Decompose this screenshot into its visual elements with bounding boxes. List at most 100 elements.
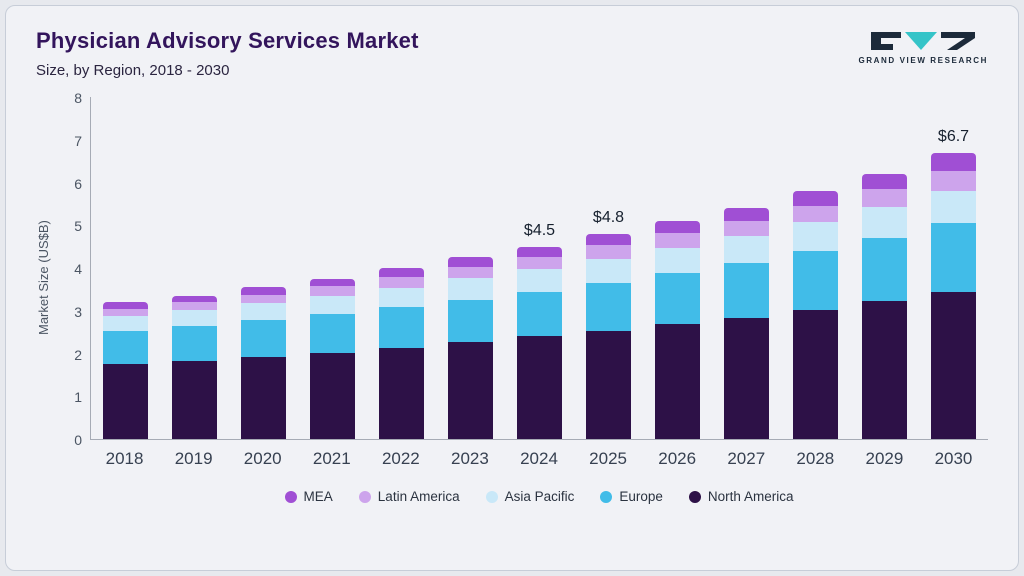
legend-label: MEA	[303, 489, 333, 504]
bar-annotation-2024: $4.5	[523, 221, 556, 239]
bar-slot-2021	[298, 97, 367, 439]
x-tick-label-2020: 2020	[243, 449, 282, 468]
bar-segment-north-america	[793, 309, 838, 439]
bar-stack-2023	[448, 257, 493, 439]
bar-segment-latin-america	[862, 189, 907, 207]
bar-segment-asia-pacific	[310, 295, 355, 315]
bar-stack-2027	[724, 208, 769, 439]
bar-slot-2018	[91, 97, 160, 439]
bar-segment-latin-america	[172, 302, 217, 310]
x-tick-label-2018: 2018	[105, 449, 144, 468]
x-tick-label-2029: 2029	[865, 449, 904, 468]
bar-segment-europe	[241, 320, 286, 357]
legend-item-latin-america: Latin America	[358, 489, 460, 504]
bar-segment-asia-pacific	[172, 309, 217, 326]
y-axis-label: Market Size (US$B)	[36, 220, 51, 336]
bar-segment-north-america	[862, 300, 907, 439]
bar-slot-2023	[436, 97, 505, 439]
bar-segment-latin-america	[103, 308, 148, 316]
bar-stack-2022	[379, 268, 424, 439]
bar-segment-mea	[517, 246, 562, 258]
grandview-logo-text: GRAND VIEW RESEARCH	[858, 56, 988, 65]
legend-item-europe: Europe	[600, 489, 663, 504]
bar-segment-mea	[793, 191, 838, 206]
bar-segment-europe	[724, 262, 769, 318]
legend-dot-latin-america	[358, 490, 371, 503]
bar-segment-north-america	[517, 336, 562, 439]
bar-segment-north-america	[310, 352, 355, 439]
bar-segment-latin-america	[448, 266, 493, 279]
x-tick-label-2027: 2027	[727, 449, 766, 468]
bar-segment-mea	[172, 295, 217, 303]
x-tick-label-2030: 2030	[934, 449, 973, 468]
bar-segment-north-america	[379, 347, 424, 439]
bar-segment-north-america	[655, 324, 700, 439]
plot-area: $4.5 $4.8 $6.7	[90, 97, 988, 440]
legend-item-asia-pacific: Asia Pacific	[485, 489, 574, 504]
x-tick-label-2028: 2028	[796, 449, 835, 468]
x-tick-label-2024: 2024	[520, 449, 558, 468]
bar-segment-mea	[310, 278, 355, 287]
bar-segment-north-america	[448, 342, 493, 439]
chart-legend: MEA Latin America Asia Pacific Europe North …	[90, 489, 988, 504]
bar-segment-asia-pacific	[931, 191, 976, 224]
bar-segment-europe	[586, 282, 631, 331]
bar-stack-2025	[586, 233, 631, 439]
bar-segment-mea	[586, 233, 631, 246]
bar-segment-mea	[448, 257, 493, 267]
chart-area: Market Size (US$B) 0 1 2 3 4 5 6 7 8 $4.5 $4.8 $6.…	[36, 90, 988, 504]
x-tick-label-2019: 2019	[174, 449, 213, 468]
y-tick-label: 5	[74, 218, 82, 235]
bar-stack-2029	[862, 174, 907, 439]
bar-segment-latin-america	[793, 205, 838, 222]
x-tick-label-2021: 2021	[312, 449, 351, 468]
bar-slot-2025: $4.8	[574, 97, 643, 439]
legend-dot-mea	[284, 490, 297, 503]
bar-segment-asia-pacific	[862, 206, 907, 238]
bar-segment-europe	[172, 325, 217, 361]
bar-segment-mea	[724, 208, 769, 221]
bar-segment-europe	[793, 250, 838, 310]
bar-segment-mea	[379, 268, 424, 277]
bar-segment-latin-america	[931, 170, 976, 192]
page-subtitle: Size, by Region, 2018 - 2030	[36, 62, 230, 79]
bar-segment-asia-pacific	[517, 269, 562, 292]
x-axis-labels: 2018 2019 2020 2021 2022 2023 2024 2025 2026 2027…	[90, 449, 988, 469]
bar-slot-2028	[781, 97, 850, 439]
bar-segment-north-america	[724, 317, 769, 439]
bar-slot-2026	[643, 97, 712, 439]
bar-segment-europe	[103, 330, 148, 365]
bar-segment-north-america	[241, 356, 286, 439]
x-tick-label-2025: 2025	[589, 449, 627, 468]
bar-annotation-2025: $4.8	[592, 208, 625, 226]
x-tick-label-2023: 2023	[451, 449, 489, 468]
legend-dot-asia-pacific	[485, 490, 498, 503]
bar-segment-latin-america	[517, 257, 562, 270]
bar-segment-asia-pacific	[103, 315, 148, 331]
bar-slot-2022	[367, 97, 436, 439]
bar-segment-mea	[655, 221, 700, 234]
y-axis-ticks: 0 1 2 3 4 5 6 7 8	[56, 90, 90, 448]
x-tick-label-2026: 2026	[658, 449, 697, 468]
bar-segment-north-america	[931, 291, 976, 439]
bar-segment-latin-america	[310, 286, 355, 296]
bar-annotation-2030: $6.7	[937, 127, 970, 145]
bar-segment-europe	[931, 223, 976, 292]
legend-item-north-america: North America	[688, 489, 794, 504]
y-tick-label: 0	[74, 432, 82, 448]
header: Physician Advisory Services Market Size,…	[36, 24, 988, 79]
bar-stack-2021	[310, 278, 355, 439]
legend-label: North America	[707, 489, 794, 504]
bar-segment-asia-pacific	[448, 278, 493, 300]
bar-segment-europe	[517, 291, 562, 337]
legend-dot-north-america	[688, 490, 701, 503]
grandview-logo: GRAND VIEW RESEARCH	[858, 30, 988, 65]
bar-segment-asia-pacific	[379, 287, 424, 308]
bar-segment-europe	[448, 299, 493, 343]
bar-segment-latin-america	[586, 245, 631, 259]
legend-item-mea: MEA	[284, 489, 333, 504]
bar-segment-mea	[241, 287, 286, 295]
bar-stack-2019	[172, 295, 217, 439]
bar-segment-north-america	[172, 360, 217, 439]
bar-slot-2024: $4.5	[505, 97, 574, 439]
